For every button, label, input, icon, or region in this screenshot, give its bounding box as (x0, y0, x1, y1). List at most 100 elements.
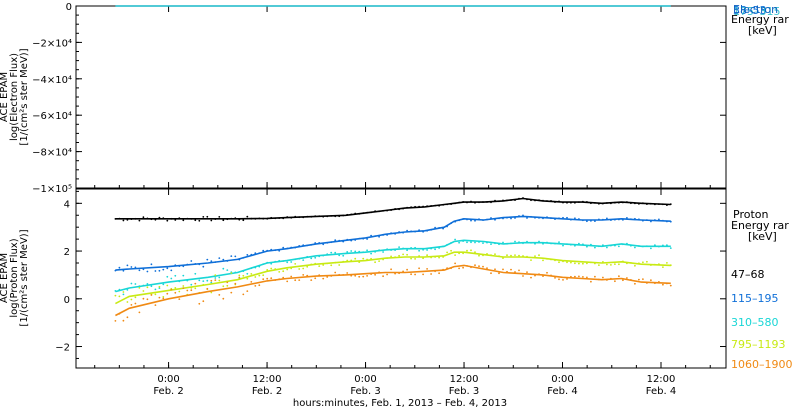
proton-series-point (194, 219, 197, 222)
proton-y-tick-label: 4 (64, 199, 70, 210)
proton-series-point (590, 202, 592, 205)
proton-y-axis-label: ACE EPAM (0, 253, 10, 303)
proton-legend-energy: Energy rar (731, 219, 789, 232)
proton-series-point (186, 279, 189, 282)
proton-plot-frame (75, 188, 727, 369)
proton-series-point (406, 229, 408, 232)
proton-series-point (302, 216, 305, 219)
proton-series-point (122, 293, 125, 296)
proton-series-point (550, 274, 552, 277)
proton-series-point (594, 275, 596, 278)
proton-series-point (518, 269, 520, 272)
proton-series-point (422, 273, 424, 276)
proton-series-point (326, 262, 329, 265)
proton-series-point (266, 269, 269, 271)
proton-series-point (338, 254, 341, 257)
proton-series-point (606, 263, 608, 266)
proton-series-point (522, 255, 524, 257)
proton-series-point (582, 219, 584, 222)
proton-series-point (502, 217, 504, 220)
proton-series-point (434, 256, 436, 258)
proton-series-point (274, 279, 277, 281)
proton-series-point (410, 247, 412, 249)
x-tick-label-date: Feb. 3 (350, 386, 380, 397)
proton-series-point (142, 297, 145, 300)
proton-series-point (669, 203, 672, 206)
proton-series-point (494, 268, 496, 271)
proton-series-point (342, 240, 345, 243)
proton-series-point (394, 233, 396, 235)
proton-series-point (610, 219, 612, 222)
proton-series-point (574, 275, 576, 278)
proton-series-point (182, 285, 185, 287)
electron-plot-frame (75, 5, 727, 189)
proton-legend-entry: 1060–1900 (731, 358, 793, 371)
proton-series-point (486, 253, 488, 255)
proton-series-point (266, 261, 269, 264)
proton-series-point (474, 219, 476, 222)
proton-series-point (530, 215, 532, 218)
electron-legend-unit: [keV] (748, 24, 777, 37)
proton-legend-title: Proton (733, 208, 768, 221)
proton-legend-entry: 47–68 (731, 268, 765, 281)
proton-series-point (562, 244, 564, 247)
proton-series-point (210, 281, 213, 284)
proton-series-point (646, 219, 648, 221)
proton-series-point (266, 249, 269, 252)
proton-series-point (278, 249, 281, 252)
proton-series-point (194, 272, 197, 275)
proton-series-point (218, 294, 221, 296)
proton-series-point (294, 258, 297, 261)
proton-series-point (346, 251, 349, 253)
proton-series-point (314, 262, 317, 265)
proton-series-point (614, 280, 616, 283)
proton-series-3 (114, 238, 672, 296)
proton-series-point (398, 272, 400, 275)
proton-series-point (470, 266, 472, 269)
proton-series-point (210, 219, 213, 222)
proton-series-point (482, 265, 484, 268)
proton-series-point (490, 217, 492, 219)
proton-series-point (546, 200, 548, 202)
proton-series-point (190, 260, 193, 262)
proton-series-point (614, 218, 616, 221)
proton-series-point (446, 267, 448, 269)
proton-series-point (382, 258, 384, 261)
proton-series-point (626, 262, 628, 265)
proton-series-point (462, 240, 464, 243)
proton-series-point (514, 217, 516, 219)
proton-series-point (374, 235, 376, 238)
proton-series-point (254, 218, 257, 220)
proton-series-point (306, 244, 309, 247)
proton-series-point (602, 276, 604, 279)
proton-series-point (122, 319, 125, 322)
proton-series-point (170, 217, 173, 220)
proton-series-point (618, 245, 620, 248)
proton-series-point (550, 217, 552, 220)
proton-series-point (582, 262, 584, 265)
proton-series-point (162, 297, 165, 300)
proton-series-point (130, 218, 133, 221)
proton-series-point (669, 284, 672, 287)
proton-series-point (262, 217, 265, 220)
proton-series-point (494, 242, 496, 245)
proton-series-point (142, 216, 145, 219)
proton-series-point (470, 241, 472, 244)
proton-series-point (598, 202, 600, 205)
proton-series-point (282, 260, 285, 262)
proton-series-point (498, 243, 500, 246)
proton-series-point (234, 282, 237, 285)
proton-series-point (634, 217, 636, 220)
proton-series-point (558, 241, 560, 244)
proton-series-point (566, 216, 568, 219)
proton-series-point (646, 260, 648, 263)
proton-series-point (554, 218, 556, 221)
proton-series-point (206, 287, 209, 290)
proton-series-point (662, 244, 664, 247)
proton-series-point (478, 241, 480, 243)
proton-series-point (498, 217, 500, 220)
proton-series-point (466, 241, 468, 244)
proton-series-point (666, 204, 668, 207)
proton-series-point (182, 287, 185, 289)
